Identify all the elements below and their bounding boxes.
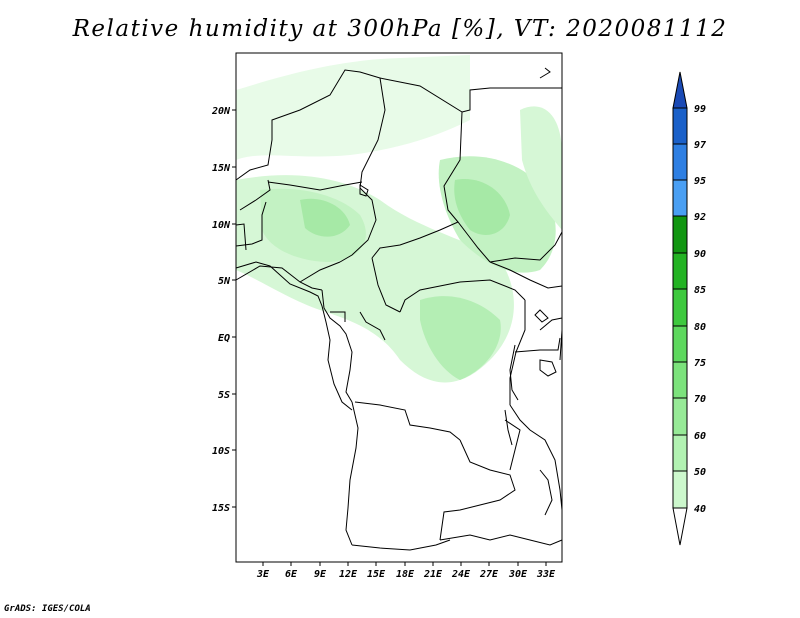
grads-credit: GrADS: IGES/COLA [4, 604, 91, 614]
lon-label: 30E [508, 569, 528, 580]
lat-label: EQ [218, 333, 230, 344]
colorbar-segment [672, 179, 688, 217]
colorbar-bottom-arrow [672, 507, 688, 546]
colorbar-segment [672, 107, 688, 145]
colorbar-label: 70 [694, 394, 706, 405]
lat-label: 15N [212, 163, 231, 174]
coastline [235, 261, 353, 411]
colorbar-label: 75 [694, 358, 706, 369]
colorbar-label: 90 [694, 249, 706, 260]
colorbar-label: 95 [694, 176, 706, 187]
colorbar-label: 50 [694, 467, 706, 478]
colorbar-segment [672, 361, 688, 399]
lon-label: 9E [314, 569, 327, 580]
lon-label: 3E [256, 569, 270, 580]
colorbar-label: 40 [694, 504, 706, 515]
longitude-ticks [262, 562, 547, 566]
colorbar-label: 99 [694, 104, 706, 115]
country-borders [235, 69, 563, 551]
map-frame [235, 52, 563, 563]
lat-label: 15S [212, 503, 230, 514]
longitude-labels: 3E 6E 9E 12E 15E 18E 21E 24E 27E 30E 33E [256, 569, 556, 580]
colorbar-segment [672, 325, 688, 363]
lat-label: 5S [218, 390, 230, 401]
colorbar-segment [672, 143, 688, 181]
lat-label: 10S [212, 446, 230, 457]
lakes [359, 67, 557, 446]
colorbar-segment [672, 434, 688, 472]
chart-title: Relative humidity at 300hPa [%], VT: 202… [72, 16, 728, 42]
colorbar-label: 60 [694, 431, 706, 442]
lon-label: 18E [396, 569, 415, 580]
latitude-ticks [232, 109, 236, 508]
colorbar-segment [672, 397, 688, 436]
lon-label: 27E [479, 569, 499, 580]
lon-label: 24E [451, 569, 471, 580]
colorbar-label: 97 [694, 140, 706, 151]
colorbar: 99 97 95 92 90 85 80 75 70 60 50 40 [672, 71, 706, 546]
colorbar-segment [672, 252, 688, 290]
lat-label: 10N [212, 220, 231, 231]
lon-label: 12E [339, 569, 358, 580]
lon-label: 33E [536, 569, 556, 580]
colorbar-segment [672, 215, 688, 254]
colorbar-label: 85 [694, 285, 706, 296]
colorbar-label: 80 [694, 322, 706, 333]
latitude-labels: 20N 15N 10N 5N EQ 5S 10S 15S [211, 106, 231, 514]
colorbar-segment [672, 470, 688, 509]
lon-label: 6E [285, 569, 298, 580]
lat-label: 5N [218, 276, 231, 287]
lat-label: 20N [211, 106, 231, 117]
colorbar-label: 92 [694, 212, 706, 223]
colorbar-segment [672, 288, 688, 327]
lon-label: 15E [367, 569, 386, 580]
humidity-shading [236, 55, 562, 383]
lon-label: 21E [423, 569, 443, 580]
colorbar-top-arrow [672, 71, 688, 109]
